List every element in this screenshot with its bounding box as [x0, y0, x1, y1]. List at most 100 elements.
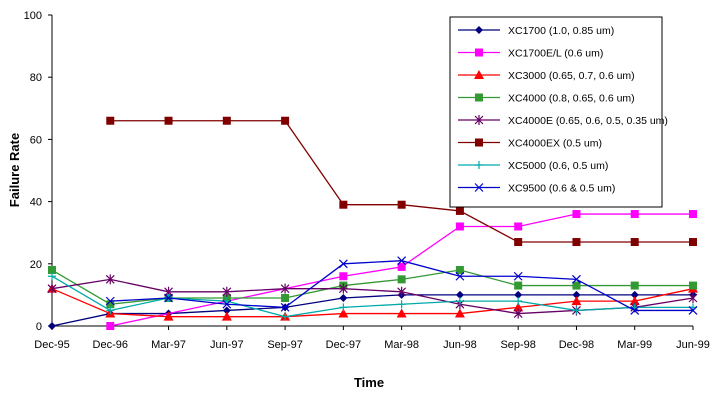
y-axis-title: Failure Rate [7, 133, 22, 207]
x-tick-label: Mar-99 [617, 339, 652, 351]
axes: 0 20 40 60 80 100 Dec-95 Dec-96 Mar-97 Jun-97 Sep-… [24, 10, 710, 351]
data-point-square [475, 93, 483, 102]
data-point-plus [397, 300, 406, 309]
data-point-x [397, 256, 407, 266]
y-tick-label: 80 [30, 72, 42, 84]
data-point-x [222, 299, 232, 309]
legend-label: XC3000 (0.65, 0.7, 0.6 um) [508, 70, 635, 82]
x-tick-label: Jun-98 [443, 339, 477, 351]
data-point-plus [339, 303, 348, 312]
data-point-square [689, 210, 697, 219]
legend: XC1700 (1.0, 0.85 um) XC1700E/L (0.6 um) X… [449, 16, 668, 208]
data-point-square [455, 266, 464, 275]
legend-item: XC4000E (0.65, 0.6, 0.5, 0.35 um) [458, 115, 668, 127]
data-point-square [281, 116, 290, 125]
data-point-triangle [513, 302, 524, 312]
data-point-diamond [339, 294, 348, 303]
legend-label: XC4000 (0.8, 0.65, 0.6 um) [508, 93, 635, 105]
data-point-square [455, 222, 464, 231]
data-point-square [514, 222, 523, 231]
data-point-diamond [48, 322, 56, 330]
x-tick-label: Sep-98 [500, 339, 535, 351]
y-tick-label: 100 [24, 10, 42, 22]
data-point-star [280, 283, 290, 294]
data-point-square [281, 294, 290, 303]
data-point-plus [455, 297, 464, 306]
data-point-square [630, 281, 639, 290]
data-point-square [475, 138, 483, 147]
series-3 [47, 283, 698, 321]
data-point-star [47, 283, 57, 294]
data-point-star [688, 293, 698, 304]
data-point-square [514, 238, 523, 247]
data-point-triangle [571, 296, 582, 306]
data-point-plus [48, 272, 56, 281]
series-6 [106, 116, 697, 247]
data-point-square [48, 266, 56, 275]
data-point-triangle [163, 311, 174, 321]
data-point-square [397, 275, 406, 284]
data-point-diamond [630, 290, 639, 299]
data-point-square [339, 272, 348, 281]
data-point-x [513, 271, 523, 281]
x-tick-label: Dec-96 [93, 339, 128, 351]
data-point-square [397, 262, 406, 271]
data-point-star [105, 274, 115, 285]
y-tick-label: 20 [30, 259, 42, 271]
data-point-triangle [396, 308, 407, 318]
legend-item: XC4000 (0.8, 0.65, 0.6 um) [458, 93, 635, 105]
data-point-plus [106, 306, 115, 315]
x-tick-label: Dec-97 [326, 339, 361, 351]
series-8 [105, 256, 698, 315]
data-point-square [689, 281, 697, 290]
data-point-x [455, 271, 465, 281]
x-tick-label: Sep-97 [267, 339, 302, 351]
data-point-square [106, 322, 115, 330]
legend-label: XC9500 (0.6 & 0.5 um) [508, 183, 615, 195]
legend-item: XC3000 (0.65, 0.7, 0.6 um) [458, 70, 635, 82]
series-line [51, 294, 693, 327]
x-tick-label: Dec-95 [34, 339, 69, 351]
x-tick-label: Jun-97 [210, 339, 244, 351]
x-tick-label: Jun-99 [676, 339, 710, 351]
data-point-x [164, 293, 173, 303]
y-tick-label: 60 [30, 134, 42, 146]
data-point-x [105, 296, 115, 306]
data-point-square [475, 48, 483, 57]
data-point-diamond [455, 290, 464, 299]
data-point-square [572, 238, 581, 247]
data-point-plus [475, 161, 483, 169]
legend-label: XC4000E (0.65, 0.6, 0.5, 0.35 um) [508, 115, 668, 127]
data-point-star [397, 286, 407, 297]
data-point-triangle [221, 311, 232, 321]
data-point-plus [281, 312, 290, 321]
data-point-square [689, 238, 697, 247]
data-point-x [630, 306, 640, 315]
data-point-square [455, 206, 464, 215]
data-point-square [397, 200, 406, 209]
y-tick-label: 0 [36, 321, 42, 333]
legend-box [449, 16, 663, 208]
data-point-x [572, 274, 581, 284]
data-point-x [688, 306, 698, 315]
series-layer [47, 116, 698, 330]
data-point-triangle [338, 308, 349, 318]
legend-item: XC9500 (0.6 & 0.5 um) [458, 183, 615, 195]
legend-item: XC5000 (0.6, 0.5 um) [458, 160, 608, 172]
x-tick-label: Mar-98 [384, 339, 419, 351]
data-point-triangle [629, 296, 640, 306]
data-point-x [338, 259, 348, 269]
legend-label: XC1700 (1.0, 0.85 um) [508, 25, 614, 37]
data-point-square [572, 210, 581, 219]
data-point-square [339, 200, 348, 209]
data-point-square [164, 116, 173, 125]
data-point-square [630, 210, 639, 219]
data-point-plus [572, 306, 581, 315]
data-point-square [222, 116, 231, 125]
data-point-plus [514, 297, 523, 306]
data-point-triangle [474, 70, 484, 79]
series-line [51, 275, 693, 318]
legend-item: XC1700 (1.0, 0.85 um) [458, 25, 614, 37]
data-point-star [474, 115, 484, 125]
